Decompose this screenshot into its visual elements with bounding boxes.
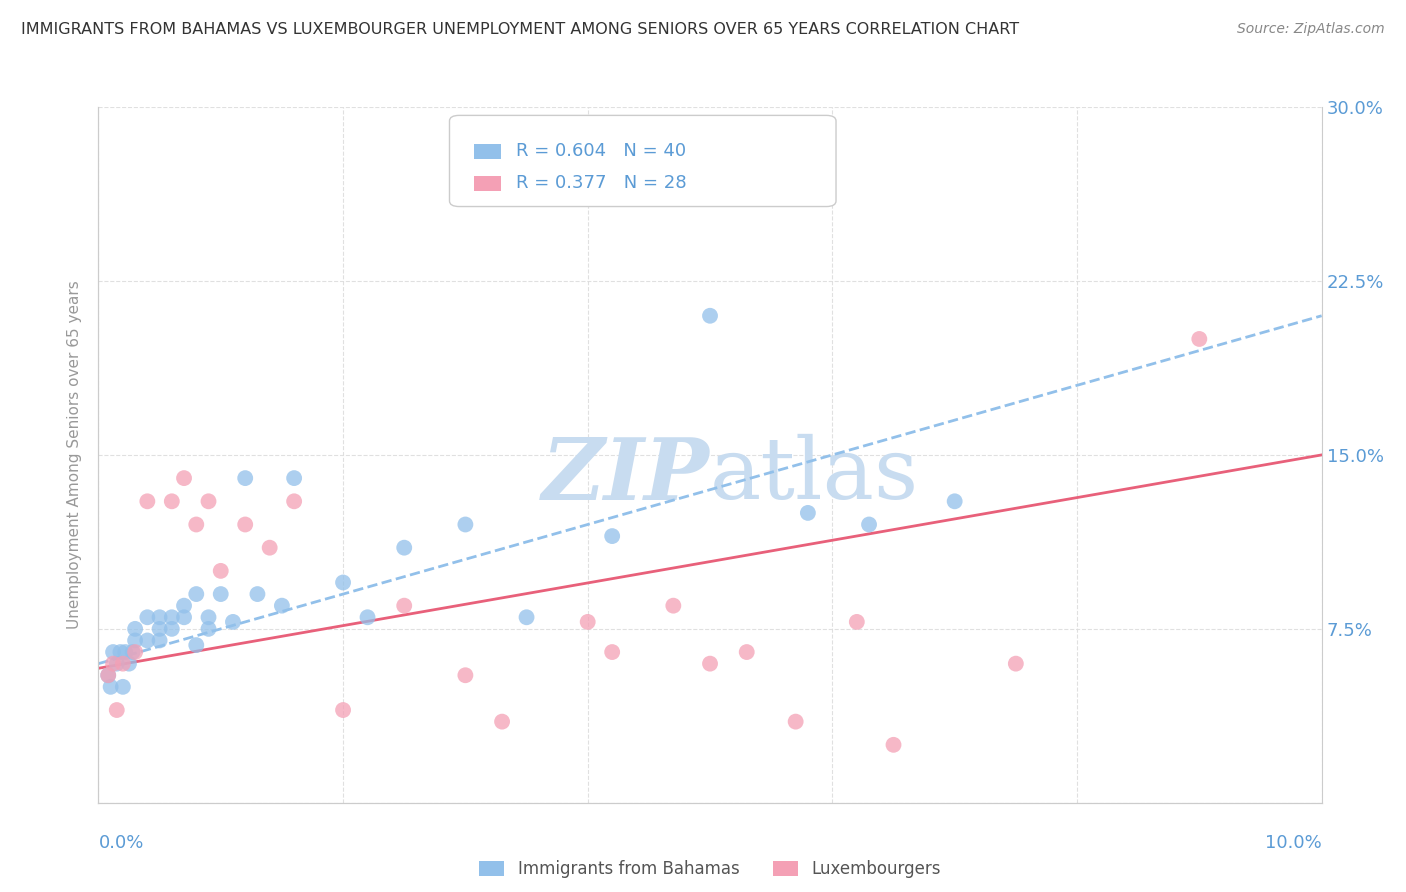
Text: Source: ZipAtlas.com: Source: ZipAtlas.com <box>1237 22 1385 37</box>
Point <box>392 599 416 613</box>
FancyBboxPatch shape <box>474 144 501 159</box>
Point <box>454 668 477 682</box>
Point <box>160 622 183 636</box>
Text: IMMIGRANTS FROM BAHAMAS VS LUXEMBOURGER UNEMPLOYMENT AMONG SENIORS OVER 65 YEARS: IMMIGRANTS FROM BAHAMAS VS LUXEMBOURGER … <box>21 22 1019 37</box>
Point <box>699 657 721 671</box>
Point <box>111 680 134 694</box>
Point <box>858 517 880 532</box>
Point <box>124 622 146 636</box>
Point <box>173 599 195 613</box>
Point <box>97 668 120 682</box>
Point <box>136 494 159 508</box>
Point <box>845 615 868 629</box>
Text: ZIP: ZIP <box>543 434 710 517</box>
Text: R = 0.377   N = 28: R = 0.377 N = 28 <box>516 174 686 193</box>
Point <box>576 615 599 629</box>
Text: 0.0%: 0.0% <box>98 834 143 852</box>
Point <box>332 703 354 717</box>
Point <box>149 633 172 648</box>
Point <box>491 714 513 729</box>
Point <box>943 494 966 508</box>
Point <box>600 645 623 659</box>
Point <box>149 610 172 624</box>
Point <box>600 529 623 543</box>
Point <box>186 638 208 652</box>
Point <box>1188 332 1211 346</box>
Point <box>797 506 820 520</box>
Point <box>124 633 146 648</box>
Text: 10.0%: 10.0% <box>1265 834 1322 852</box>
Point <box>222 615 245 629</box>
Point <box>209 564 232 578</box>
Point <box>246 587 269 601</box>
Point <box>197 610 219 624</box>
Point <box>662 599 685 613</box>
Point <box>136 633 159 648</box>
Point <box>173 471 195 485</box>
Point <box>186 517 208 532</box>
Point <box>101 645 124 659</box>
Point <box>124 645 146 659</box>
Point <box>105 703 128 717</box>
Point <box>160 610 183 624</box>
Point <box>332 575 354 590</box>
Point <box>160 494 183 508</box>
Point <box>197 622 219 636</box>
Text: atlas: atlas <box>710 434 920 517</box>
Point <box>101 657 124 671</box>
Point <box>173 610 195 624</box>
Point <box>699 309 721 323</box>
Point <box>283 471 305 485</box>
Point <box>356 610 378 624</box>
Point <box>186 587 208 601</box>
Point <box>118 657 141 671</box>
Point <box>209 587 232 601</box>
Point <box>516 610 538 624</box>
Point <box>136 610 159 624</box>
Point <box>883 738 905 752</box>
FancyBboxPatch shape <box>450 115 837 207</box>
Point <box>735 645 758 659</box>
Point <box>110 645 132 659</box>
Point <box>283 494 305 508</box>
Point <box>454 517 477 532</box>
Point <box>259 541 281 555</box>
Point <box>97 668 120 682</box>
Point <box>105 657 128 671</box>
Legend: Immigrants from Bahamas, Luxembourgers: Immigrants from Bahamas, Luxembourgers <box>472 854 948 885</box>
Point <box>197 494 219 508</box>
Point <box>785 714 807 729</box>
Point <box>111 657 134 671</box>
Point <box>114 645 136 659</box>
Point <box>270 599 292 613</box>
Point <box>392 541 416 555</box>
Point <box>121 645 143 659</box>
Point <box>233 471 256 485</box>
Y-axis label: Unemployment Among Seniors over 65 years: Unemployment Among Seniors over 65 years <box>67 281 83 629</box>
FancyBboxPatch shape <box>474 176 501 191</box>
Point <box>100 680 122 694</box>
Point <box>233 517 256 532</box>
Point <box>149 622 172 636</box>
Point <box>1004 657 1026 671</box>
Text: R = 0.604   N = 40: R = 0.604 N = 40 <box>516 143 686 161</box>
